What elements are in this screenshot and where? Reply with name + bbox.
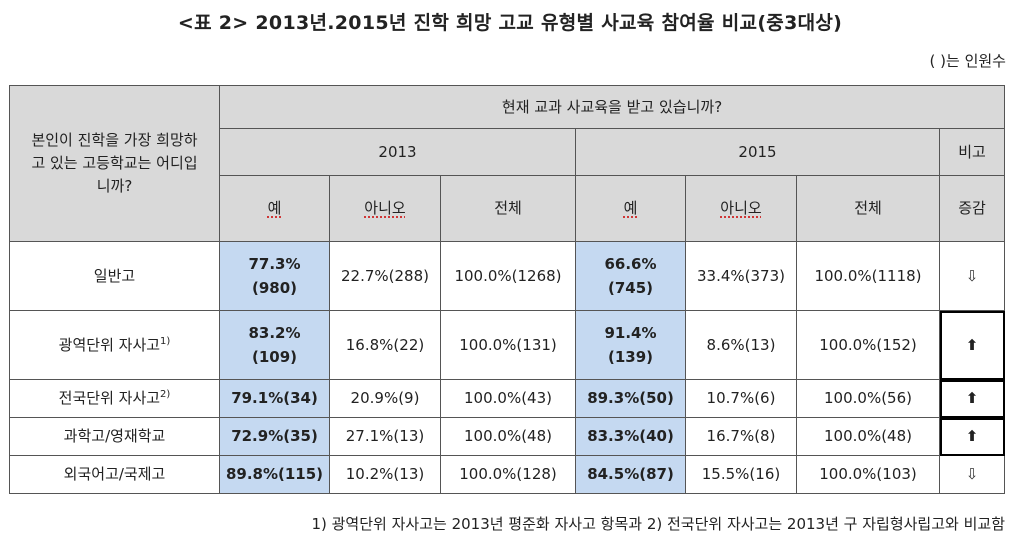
total-2013: 100.0%(1268): [440, 241, 576, 311]
yes-2015-header: 예: [575, 175, 686, 242]
no-2013: 22.7%(288): [329, 241, 441, 311]
row-question-header: 본인이 진학을 가장 희망하고 있는 고등학교는 어디입니까?: [9, 85, 220, 242]
yes-2013: 83.2%(109): [219, 310, 330, 380]
total-2013: 100.0%(131): [440, 310, 576, 380]
unit-note: ( )는 인원수: [929, 52, 1006, 70]
no-2015: 16.7%(8): [685, 417, 797, 456]
total-2015: 100.0%(48): [796, 417, 940, 456]
no-2013: 20.9%(9): [329, 379, 441, 418]
no-2013-header: 아니오: [329, 175, 441, 242]
total-2015-header: 전체: [796, 175, 940, 242]
decrease-arrow-icon: ⇩: [938, 241, 1006, 311]
increase-arrow-icon: ⬆: [938, 310, 1006, 380]
no-2015-header: 아니오: [685, 175, 797, 242]
change-header: 증감: [938, 175, 1006, 242]
total-2015: 100.0%(103): [796, 455, 940, 494]
yes-2013: 89.8%(115): [219, 455, 330, 494]
total-2013: 100.0%(128): [440, 455, 576, 494]
table-row: 외국어고/국제고 89.8%(115) 10.2%(13) 100.0%(128…: [9, 455, 1006, 494]
data-table: 본인이 진학을 가장 희망하고 있는 고등학교는 어디입니까? 현재 교과 사교…: [9, 85, 1006, 494]
yes-2013-header: 예: [219, 175, 330, 242]
table-row: 광역단위 자사고1) 83.2%(109) 16.8%(22) 100.0%(1…: [9, 310, 1006, 380]
school-type: 광역단위 자사고1): [9, 310, 220, 380]
table-row: 과학고/영재학교 72.9%(35) 27.1%(13) 100.0%(48) …: [9, 417, 1006, 456]
increase-arrow-icon: ⬆: [938, 379, 1006, 418]
footnote: 1) 광역단위 자사고는 2013년 평준화 자사고 항목과 2) 전국단위 자…: [311, 515, 1005, 533]
col-question-header: 현재 교과 사교육을 받고 있습니까?: [218, 85, 1006, 129]
table-row: 전국단위 자사고2) 79.1%(34) 20.9%(9) 100.0%(43)…: [9, 379, 1006, 418]
no-2015: 10.7%(6): [685, 379, 797, 418]
year-2013-header: 2013: [219, 128, 576, 176]
yes-2013: 72.9%(35): [219, 417, 330, 456]
total-2015: 100.0%(1118): [796, 241, 940, 311]
yes-2013: 79.1%(34): [219, 379, 330, 418]
total-2015: 100.0%(152): [796, 310, 940, 380]
total-2013: 100.0%(43): [440, 379, 576, 418]
school-type: 일반고: [9, 241, 220, 311]
yes-2013: 77.3%(980): [219, 241, 330, 311]
table-title: <표 2> 2013년.2015년 진학 희망 고교 유형별 사교육 참여율 비…: [177, 12, 843, 34]
school-type: 과학고/영재학교: [9, 417, 220, 456]
table-row: 일반고 77.3%(980) 22.7%(288) 100.0%(1268) 6…: [9, 241, 1006, 311]
no-2013: 16.8%(22): [329, 310, 441, 380]
no-2013: 27.1%(13): [329, 417, 441, 456]
no-2013: 10.2%(13): [329, 455, 441, 494]
school-type: 전국단위 자사고2): [9, 379, 220, 418]
no-2015: 15.5%(16): [685, 455, 797, 494]
yes-2015: 66.6%(745): [575, 241, 686, 311]
total-2013-header: 전체: [440, 175, 576, 242]
no-2015: 8.6%(13): [685, 310, 797, 380]
year-2015-header: 2015: [575, 128, 940, 176]
yes-2015: 91.4%(139): [575, 310, 686, 380]
total-2013: 100.0%(48): [440, 417, 576, 456]
remark-header: 비고: [938, 128, 1006, 176]
increase-arrow-icon: ⬆: [938, 417, 1006, 456]
decrease-arrow-icon: ⇩: [938, 455, 1006, 494]
total-2015: 100.0%(56): [796, 379, 940, 418]
yes-2015: 83.3%(40): [575, 417, 686, 456]
yes-2015: 84.5%(87): [575, 455, 686, 494]
yes-2015: 89.3%(50): [575, 379, 686, 418]
no-2015: 33.4%(373): [685, 241, 797, 311]
school-type: 외국어고/국제고: [9, 455, 220, 494]
